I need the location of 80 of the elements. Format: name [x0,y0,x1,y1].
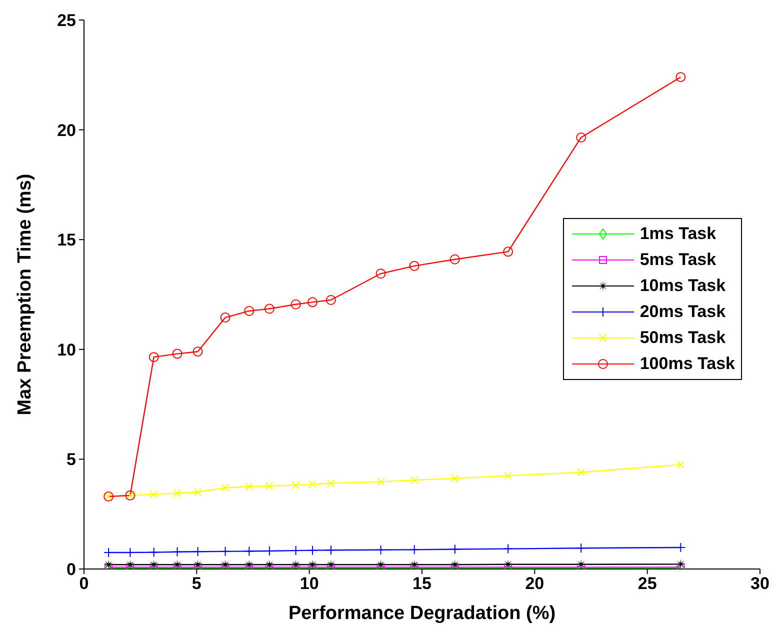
point [192,346,203,357]
point [576,132,586,142]
x-tick-label: 20 [525,574,544,594]
point [376,478,385,486]
point [104,560,114,569]
point [194,488,202,496]
point [376,560,386,569]
point [265,482,274,490]
y-tick-label: 20 [57,120,76,140]
point [172,546,182,557]
point [292,481,300,490]
point [504,472,512,480]
x-tick-label: 5 [192,574,202,594]
point [307,297,318,308]
point [290,560,301,569]
point [410,476,418,484]
point [264,304,274,314]
point [244,560,254,569]
point [676,72,686,82]
point [503,246,514,257]
x-tick-label: 30 [750,574,770,594]
point [220,560,230,569]
y-axis-title: Max Preemption Time (ms) [14,174,36,416]
point [326,294,336,305]
legend-label: 1ms Task [640,224,716,244]
point [450,560,460,569]
point [326,479,335,488]
y-tick-label: 0 [66,560,76,580]
point [221,484,230,492]
point [264,560,274,569]
point [308,480,316,488]
point [676,460,685,469]
point [148,352,159,362]
legend-label: 20ms Task [640,302,726,322]
point [577,468,586,476]
point [503,544,514,554]
point [192,560,203,569]
point [244,306,254,316]
x-axis-title: Performance Degradation (%) [288,603,556,624]
x-tick-label: 10 [300,574,319,594]
point [576,559,586,569]
point [290,299,301,310]
point [326,560,336,569]
legend-label: 100ms Task [640,354,735,374]
point [409,544,420,555]
point [376,268,386,279]
point [307,560,318,569]
point [125,560,136,569]
y-tick-label: 25 [57,11,76,30]
point [450,544,460,554]
point [307,545,318,556]
point [244,546,254,556]
y-tick-label: 10 [57,340,76,360]
x-tick-label: 25 [638,574,657,594]
point [220,312,230,323]
point [173,489,182,498]
point [192,546,203,557]
point [220,546,230,556]
legend-label: 10ms Task [640,276,726,296]
point [172,348,182,359]
point [576,543,586,554]
point [409,560,420,569]
x-tick-label: 15 [412,574,432,594]
legend-label: 5ms Task [640,250,716,270]
point [376,544,386,555]
x-tick-label: 0 [79,574,89,594]
point [326,545,336,556]
point [676,559,686,569]
legend-label: 50ms Task [640,328,726,348]
point [150,490,158,498]
point [409,260,420,271]
point [503,559,514,569]
point [450,254,460,264]
y-tick-label: 15 [57,230,76,250]
point [172,560,182,569]
point [450,474,459,483]
y-tick-label: 5 [66,450,76,470]
point [148,547,159,558]
point [148,560,159,569]
point [245,482,254,491]
